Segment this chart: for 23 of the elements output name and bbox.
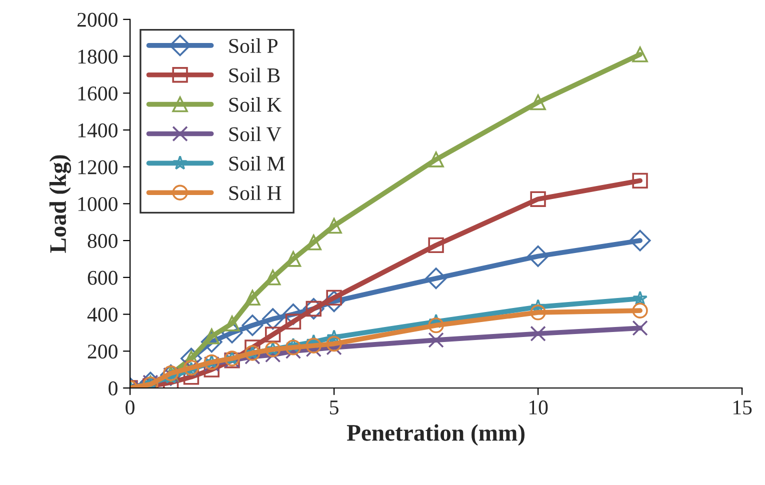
x-tick-label: 0	[126, 400, 134, 414]
x-tick-label: 10	[529, 400, 548, 414]
y-tick-label: 400	[87, 308, 118, 322]
y-tick-label: 1600	[78, 86, 118, 101]
legend-label: Soil V	[229, 126, 282, 142]
legend-label: Soil K	[229, 97, 282, 112]
y-tick-label: 200	[88, 344, 118, 359]
y-tick-label: 0	[108, 381, 118, 396]
y-tick-label: 2000	[77, 12, 118, 27]
legend-label: Soil P	[229, 38, 278, 53]
legend-label: Soil B	[229, 68, 280, 82]
y-tick-label: 1800	[78, 50, 118, 64]
y-axis-title: Load (kg)	[49, 155, 72, 253]
legend-label: Soil M	[229, 156, 285, 171]
x-axis-title: Penetration (mm)	[346, 424, 525, 446]
y-tick-label: 1400	[78, 123, 118, 138]
y-tick-label: 600	[88, 270, 118, 285]
y-tick-label: 1200	[78, 160, 118, 174]
x-tick-label: 15	[733, 400, 752, 414]
legend-label: Soil H	[229, 185, 282, 200]
y-tick-label: 800	[88, 234, 118, 248]
y-tick-label: 1000	[78, 197, 118, 212]
x-tick-label: 5	[330, 400, 338, 414]
